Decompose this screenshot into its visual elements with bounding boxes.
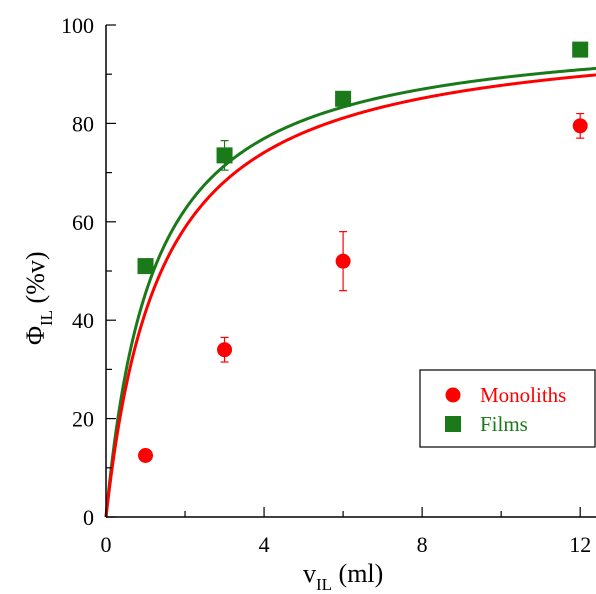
legend-marker-monoliths bbox=[445, 387, 461, 403]
y-tick-label: 100 bbox=[61, 13, 94, 38]
fit-curve-films bbox=[104, 66, 596, 518]
data-point-films bbox=[137, 258, 154, 275]
legend-label-films: Films bbox=[480, 412, 528, 436]
data-point-monoliths bbox=[217, 342, 233, 358]
x-tick-label: 8 bbox=[417, 532, 428, 557]
data-point-films bbox=[572, 41, 589, 58]
legend-marker-films bbox=[445, 416, 461, 432]
ticks: 0 4 8 12 0 20 40 60 80 100 bbox=[61, 13, 591, 557]
y-tick-label: 60 bbox=[72, 210, 94, 235]
data-point-films bbox=[335, 90, 352, 107]
data-point-monoliths bbox=[138, 448, 154, 463]
y-axis-label: ΦIL (%v) bbox=[21, 251, 56, 345]
fit-curves bbox=[104, 66, 596, 518]
x-axis-label: vIL (ml) bbox=[303, 559, 383, 594]
y-tick-label: 40 bbox=[72, 308, 94, 333]
data-points bbox=[137, 41, 589, 463]
x-tick-label: 0 bbox=[101, 532, 112, 557]
x-tick-label: 4 bbox=[259, 532, 270, 557]
data-point-monoliths bbox=[572, 118, 588, 134]
y-tick-label: 0 bbox=[83, 505, 94, 530]
data-point-monoliths bbox=[335, 253, 351, 269]
legend: Monoliths Films bbox=[419, 369, 596, 448]
legend-label-monoliths: Monoliths bbox=[480, 383, 566, 407]
x-tick-label: 12 bbox=[569, 532, 591, 557]
data-point-films bbox=[216, 147, 233, 164]
fit-curve-monoliths bbox=[104, 73, 596, 518]
legend-box bbox=[419, 369, 596, 448]
y-tick-label: 80 bbox=[72, 111, 94, 136]
y-tick-label: 20 bbox=[72, 407, 94, 432]
